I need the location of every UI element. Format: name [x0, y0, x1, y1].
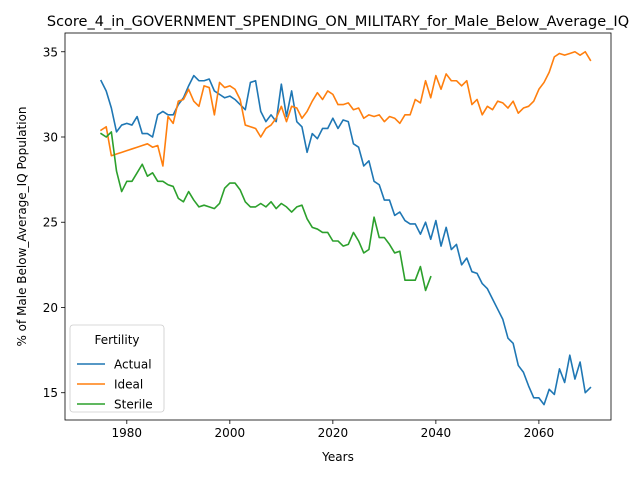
- chart-title: Score_4_in_GOVERNMENT_SPENDING_ON_MILITA…: [47, 14, 629, 30]
- legend-label-ideal: Ideal: [114, 378, 143, 392]
- x-tick-label: 2020: [318, 426, 349, 440]
- x-tick-label: 2000: [215, 426, 246, 440]
- y-tick-label: 25: [43, 216, 58, 230]
- series-line-sterile: [99, 131, 432, 292]
- y-axis-label: % of Male Below_Average_IQ Population: [15, 106, 29, 346]
- legend: Fertility Actual Ideal Sterile: [69, 324, 165, 413]
- y-tick-label: 15: [43, 386, 58, 400]
- x-tick-label: 2060: [524, 426, 555, 440]
- y-tick-label: 20: [43, 301, 58, 315]
- legend-label-actual: Actual: [114, 358, 152, 372]
- x-tick-label: 1980: [112, 426, 143, 440]
- series-line-ideal: [99, 50, 592, 167]
- x-tick-label: 2040: [421, 426, 452, 440]
- y-tick-label: 30: [43, 130, 58, 144]
- series-line-actual: [99, 74, 592, 406]
- legend-items: Actual Ideal Sterile: [77, 358, 153, 412]
- series-lines: [99, 50, 592, 406]
- x-axis-ticks: 1980 2000 2020 2040 2060: [112, 420, 555, 440]
- axes-frame: [64, 32, 612, 421]
- y-tick-label: 35: [43, 45, 58, 59]
- legend-title: Fertility: [94, 333, 139, 347]
- y-axis-ticks: 15 20 25 30 35: [43, 45, 65, 400]
- legend-label-sterile: Sterile: [114, 398, 153, 412]
- x-axis-label: Years: [321, 450, 354, 464]
- legend-box: [69, 324, 165, 413]
